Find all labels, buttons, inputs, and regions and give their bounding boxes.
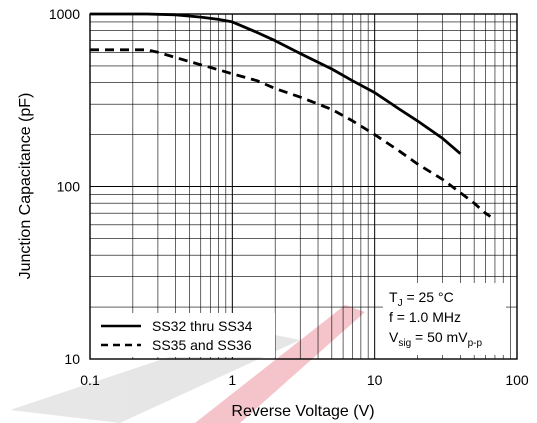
x-tick-label: 10 [367,372,383,388]
y-tick-label: 10 [64,351,80,367]
x-axis-title: Reverse Voltage (V) [231,403,374,420]
legend-label-ss35: SS35 and SS36 [152,337,252,353]
y-tick-label: 1000 [49,6,80,22]
conditions-box: TJ = 25 °C f = 1.0 MHz Vsig = 50 mVp-p [383,283,506,355]
condition-frequency: f = 1.0 MHz [389,309,461,325]
y-tick-labels: 10 100 1000 [49,6,80,367]
condition-temperature: TJ = 25 °C [389,289,454,309]
conditions-background [383,283,506,355]
series-line-ss35 [90,48,492,218]
legend-box [92,313,275,357]
y-tick-label: 100 [57,179,81,195]
x-tick-label: 100 [505,372,529,388]
x-tick-label: 0.1 [80,372,100,388]
legend-label-ss32: SS32 thru SS34 [152,318,253,334]
y-axis-title: Junction Capacitance (pF) [17,93,34,280]
legend: SS32 thru SS34 SS35 and SS36 [92,313,275,357]
x-tick-labels: 0.1 1 10 100 [80,372,529,388]
condition-signal: Vsig = 50 mVp-p [389,329,482,349]
x-tick-label: 1 [228,372,236,388]
watermark-red-swoosh [195,305,365,423]
plot-frame [89,13,518,360]
